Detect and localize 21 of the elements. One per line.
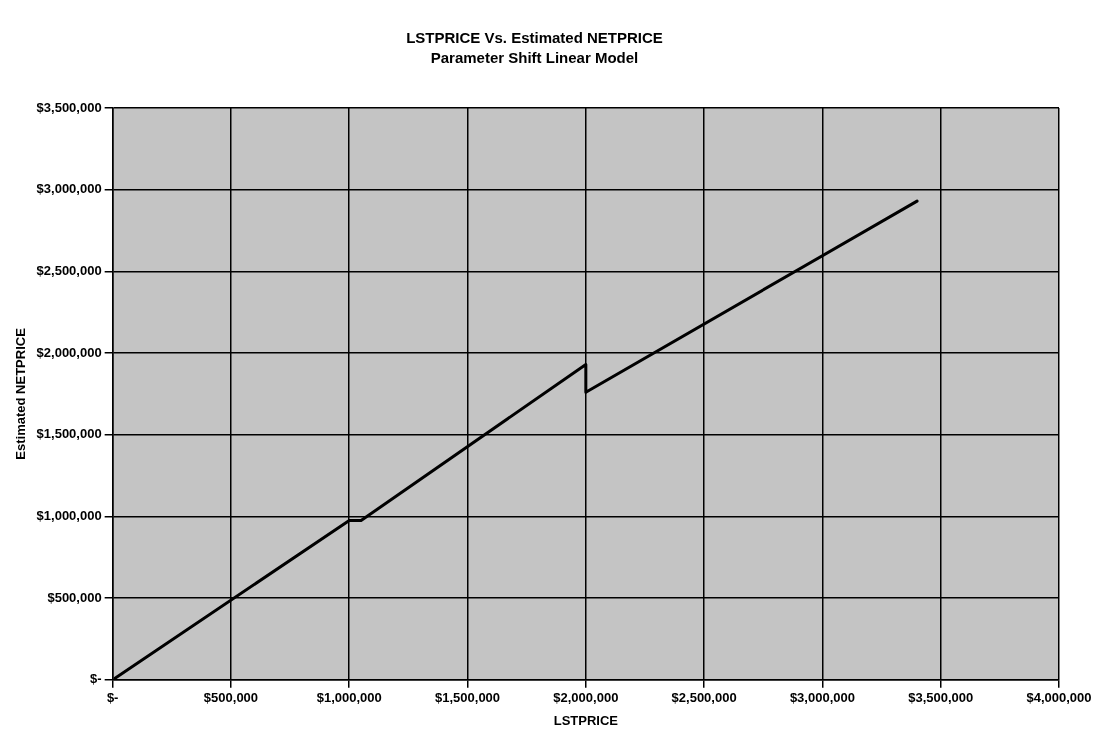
y-tick-label: $2,000,000	[36, 344, 102, 360]
chart-subtitle: Parameter Shift Linear Model	[430, 49, 639, 67]
x-tick-label: $1,000,000	[316, 690, 382, 706]
y-tick-label: $500,000	[47, 589, 102, 605]
x-tick-label: $2,000,000	[553, 690, 619, 706]
x-tick-label: $4,000,000	[1026, 690, 1092, 706]
y-tick-label: $2,500,000	[36, 262, 102, 278]
x-tick-label: $3,500,000	[908, 690, 974, 706]
x-tick-label: $2,500,000	[671, 690, 737, 706]
x-tick-label: $1,500,000	[435, 690, 501, 706]
x-axis-title: LSTPRICE	[553, 712, 619, 728]
y-tick-label: $3,000,000	[36, 181, 102, 197]
x-tick-label: $3,000,000	[789, 690, 855, 706]
chart-title: LSTPRICE Vs. Estimated NETPRICE	[406, 29, 663, 47]
y-tick-label: $1,500,000	[36, 426, 102, 442]
y-tick-label: $-	[90, 671, 102, 687]
y-axis-title: Estimated NETPRICE	[13, 327, 29, 460]
y-tick-label: $3,500,000	[36, 99, 102, 115]
y-tick-label: $1,000,000	[36, 508, 102, 524]
x-tick-label: $500,000	[203, 690, 259, 706]
x-tick-label: $-	[106, 690, 119, 706]
